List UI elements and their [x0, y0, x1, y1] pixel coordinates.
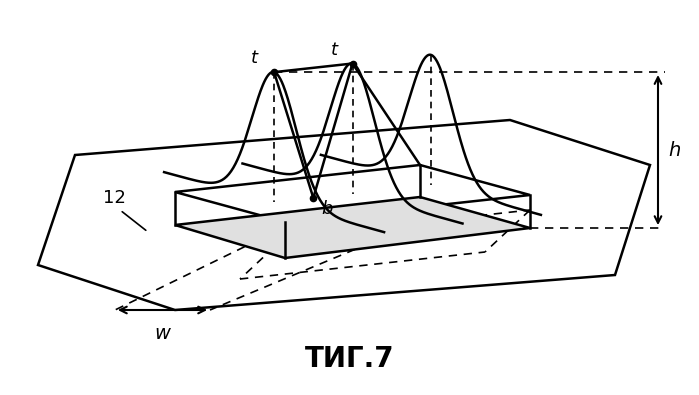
Text: w: w	[154, 324, 171, 343]
Polygon shape	[38, 120, 650, 310]
Text: h: h	[668, 141, 680, 160]
Text: ΤИГ.7: ΤИГ.7	[305, 345, 395, 373]
Polygon shape	[175, 165, 530, 222]
Text: t: t	[331, 41, 338, 58]
Text: b: b	[322, 200, 333, 218]
Text: 12: 12	[103, 189, 126, 207]
Text: t: t	[251, 49, 258, 67]
Polygon shape	[175, 197, 530, 258]
